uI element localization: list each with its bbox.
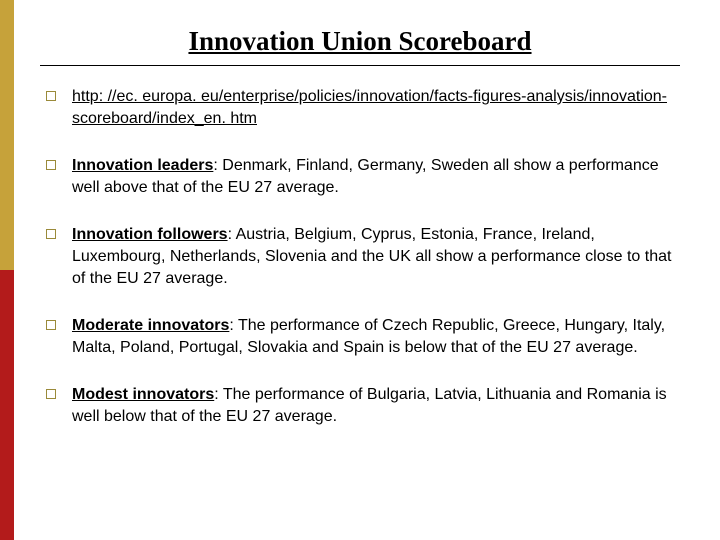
stripe-red [0,270,14,540]
bullet-icon [46,160,56,170]
list-item-text: Moderate innovators: The performance of … [72,315,674,358]
stripe-gold [0,0,14,270]
list-item: http: //ec. europa. eu/enterprise/polici… [46,86,674,129]
list-item: Modest innovators: The performance of Bu… [46,384,674,427]
bullet-icon [46,389,56,399]
bullet-icon [46,229,56,239]
bullet-icon [46,91,56,101]
lead-term: Modest innovators [72,386,214,403]
list-item: Moderate innovators: The performance of … [46,315,674,358]
slide: Innovation Union Scoreboard http: //ec. … [0,0,720,540]
list-item-text: Innovation followers: Austria, Belgium, … [72,224,674,289]
lead-term: Innovation leaders [72,157,213,174]
bullet-list: http: //ec. europa. eu/enterprise/polici… [40,86,680,428]
bullet-icon [46,320,56,330]
page-title: Innovation Union Scoreboard [40,26,680,57]
source-link[interactable]: http: //ec. europa. eu/enterprise/polici… [72,88,667,127]
list-item-text: Innovation leaders: Denmark, Finland, Ge… [72,155,674,198]
list-item: Innovation followers: Austria, Belgium, … [46,224,674,289]
lead-term: Moderate innovators [72,317,229,334]
list-item-text: http: //ec. europa. eu/enterprise/polici… [72,86,674,129]
side-stripe [0,0,14,540]
lead-term: Innovation followers [72,226,228,243]
list-item: Innovation leaders: Denmark, Finland, Ge… [46,155,674,198]
list-item-text: Modest innovators: The performance of Bu… [72,384,674,427]
title-divider [40,65,680,66]
